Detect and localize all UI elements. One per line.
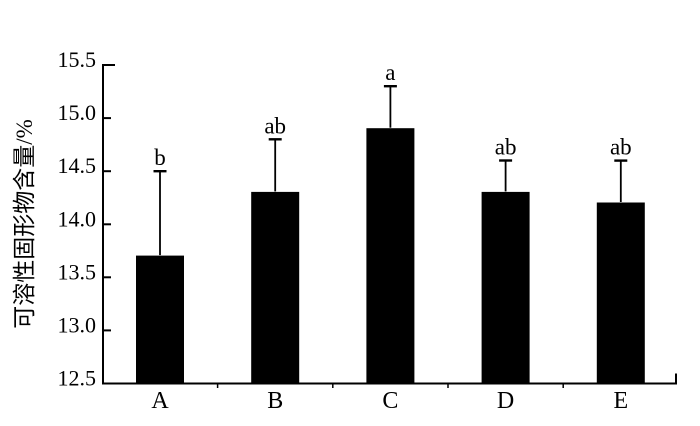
y-tick-label: 15.5 [58, 47, 97, 72]
sig-letter-D: ab [495, 135, 517, 160]
y-axis-title: 可溶性固形物含量/% [12, 119, 37, 329]
y-tick-label: 14.0 [58, 206, 97, 231]
y-tick-label: 12.5 [58, 366, 97, 391]
x-category-label-B: B [267, 388, 283, 414]
sig-letter-C: a [385, 60, 395, 85]
bar-A [136, 255, 184, 385]
x-category-label-D: D [497, 388, 514, 414]
x-category-label-A: A [151, 388, 169, 414]
y-tick-label: 13.0 [58, 312, 97, 337]
y-tick-label: 13.5 [58, 259, 97, 284]
x-category-label-E: E [613, 388, 628, 414]
bar-D [481, 191, 530, 384]
x-category-label-C: C [382, 388, 398, 414]
sig-letter-A: b [154, 145, 166, 170]
y-tick-label: 14.5 [58, 153, 97, 178]
bar-C [366, 128, 415, 384]
bar-B [251, 191, 300, 384]
sig-letter-B: ab [264, 113, 286, 138]
y-tick-label: 15.0 [58, 100, 97, 125]
bar-E [596, 202, 645, 384]
sig-letter-E: ab [610, 135, 632, 160]
